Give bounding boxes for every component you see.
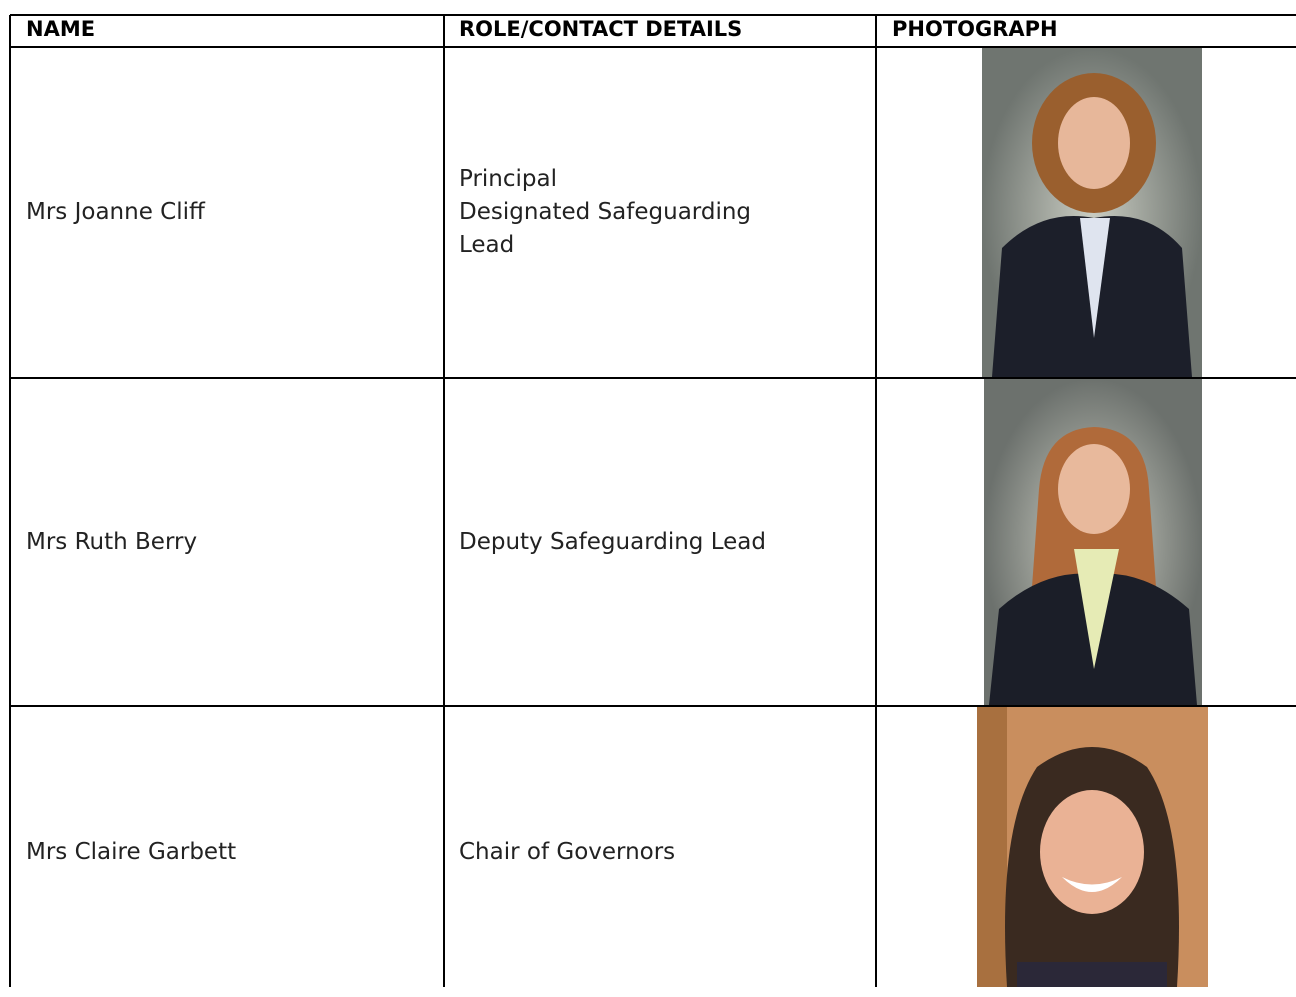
role-line: Principal [459,166,558,192]
name: Mrs Joanne Cliff [26,199,205,225]
name-cell: Mrs Claire Garbett [26,707,236,997]
column-header: PHOTOGRAPH [892,17,1058,41]
role-cell: Chair of Governors [459,707,859,997]
table-border [9,15,11,987]
column-header: NAME [26,17,96,41]
table-border [10,46,1296,48]
name-cell: Mrs Ruth Berry [26,379,197,705]
name: Mrs Claire Garbett [26,838,237,865]
name: Mrs Ruth Berry [26,528,198,555]
photo [984,379,1202,705]
table-border [443,15,445,987]
column-header: ROLE/CONTACT DETAILS [459,17,743,41]
table-border [10,705,1296,707]
table-border [10,377,1296,379]
role-cell: Deputy Safeguarding Lead [459,379,859,705]
role-line: Deputy Safeguarding Lead [459,528,766,555]
role-line: Chair of Governors [459,838,676,865]
role-line: Designated Safeguarding Lead [459,199,752,258]
name-cell: Mrs Joanne Cliff [26,48,205,377]
table-border [875,15,877,987]
role-cell: Principal Designated Safeguarding Lead [459,48,804,377]
table-border [10,14,1296,16]
photo [977,707,1208,987]
photo [982,48,1202,377]
